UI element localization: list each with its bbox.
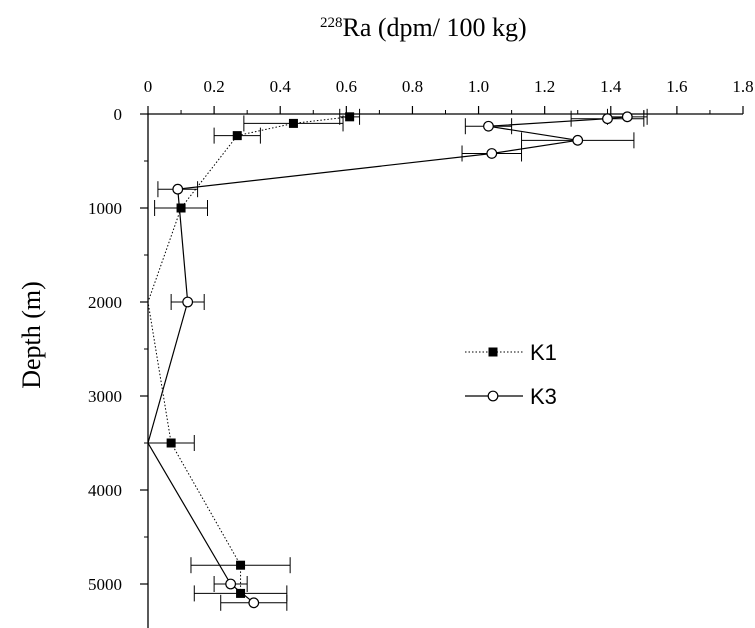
data-point (225, 578, 237, 590)
legend-label: K1 (530, 340, 557, 365)
x-tick-label: 0.6 (336, 77, 357, 96)
series-line (147, 116, 628, 604)
legend-item-k1: K1 (465, 340, 557, 365)
data-point (176, 203, 186, 213)
data-point (248, 597, 260, 609)
data-point (232, 131, 242, 141)
chart-title-superscript: 228 (320, 15, 343, 31)
data-point (182, 296, 194, 308)
data-point (236, 588, 246, 598)
data-point (572, 134, 584, 146)
data-point (486, 148, 498, 159)
axes: 0 0.2 0.4 0.6 0.8 1.0 1.2 1.4 1.6 1.8 0 1000 2000 300… (88, 77, 754, 628)
x-tick-label: 1.6 (666, 77, 687, 96)
data-point (483, 120, 494, 132)
data-point (345, 112, 355, 122)
y-tick-label: 0 (114, 105, 123, 124)
x-tick-label: 0.8 (402, 77, 423, 96)
legend: K1 K3 (465, 340, 557, 409)
series-k1 (147, 108, 361, 602)
series-layer (147, 108, 648, 611)
x-tick-label: 0 (144, 77, 153, 96)
data-point (602, 113, 613, 125)
x-tick-label: 1.0 (468, 77, 489, 96)
legend-label: K3 (530, 384, 557, 409)
data-point (288, 118, 298, 128)
data-point (172, 183, 184, 195)
y-tick-label: 4000 (88, 481, 122, 500)
legend-marker (488, 347, 498, 357)
data-point (621, 111, 633, 123)
x-tick-label: 0.4 (270, 77, 292, 96)
chart-title-text: Ra (dpm/ 100 kg) (343, 13, 527, 42)
y-tick-label: 2000 (88, 293, 122, 312)
x-tick-label: 1.2 (534, 77, 555, 96)
x-tick-label: 1.8 (732, 77, 753, 96)
y-tick-label: 1000 (88, 199, 122, 218)
x-tick-label: 1.4 (600, 77, 622, 96)
y-tick-label: 3000 (88, 387, 122, 406)
y-axis-label: Depth (m) (17, 281, 46, 389)
legend-item-k3: K3 (465, 384, 557, 409)
legend-marker (487, 390, 499, 402)
data-point (166, 438, 176, 448)
data-point (236, 560, 246, 570)
y-tick-label: 5000 (88, 575, 122, 594)
chart-title: 228Ra (dpm/ 100 kg) (320, 13, 527, 42)
series-k3 (147, 108, 648, 611)
series-line (147, 116, 350, 594)
x-tick-label: 0.2 (203, 77, 224, 96)
